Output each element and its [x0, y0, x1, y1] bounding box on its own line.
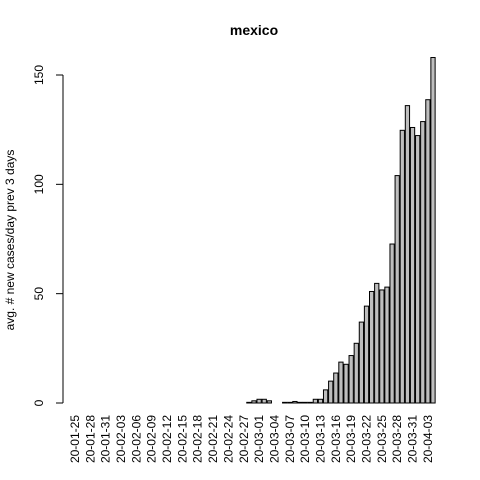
bar: [409, 126, 416, 404]
bar: [333, 372, 339, 404]
bar: [353, 342, 359, 404]
bar: [287, 401, 293, 404]
x-tick-label: 20-03-07: [283, 415, 297, 463]
bar: [430, 57, 436, 404]
y-tick-label: 0: [32, 399, 46, 406]
x-tick-label: 20-02-27: [237, 415, 251, 463]
x-tick-label: 20-03-01: [252, 415, 266, 463]
x-tick-label: 20-03-04: [267, 415, 281, 463]
bar: [266, 400, 272, 404]
bar: [246, 401, 252, 404]
x-tick-label: 20-02-21: [206, 415, 220, 463]
bar: [394, 175, 400, 404]
bar: [389, 243, 395, 404]
x-tick-label: 20-03-25: [375, 415, 389, 463]
x-tick-label: 20-03-31: [406, 415, 420, 463]
bar: [399, 129, 405, 404]
bar: [251, 400, 257, 404]
bar: [343, 363, 349, 404]
x-axis: 20-01-25 20-01-28 20-01-31 20-02-03 20-02-06…: [68, 415, 435, 463]
x-tick-label: 20-01-31: [99, 415, 113, 463]
bar: [322, 389, 329, 404]
x-tick-label: 20-03-19: [344, 415, 358, 463]
x-tick-label: 20-02-24: [221, 415, 235, 463]
bar: [282, 401, 288, 404]
x-tick-label: 20-03-22: [360, 415, 374, 463]
bar: [261, 398, 267, 404]
bar: [379, 289, 385, 404]
bars: [246, 57, 436, 404]
x-tick-label: 20-03-10: [298, 415, 312, 463]
bar: [358, 321, 365, 404]
bar: [420, 121, 426, 404]
bar: [302, 401, 308, 404]
y-axis: 0 50 100 150: [32, 65, 64, 406]
bar: [328, 380, 334, 404]
x-tick-label: 20-03-16: [329, 415, 343, 463]
x-tick-label: 20-04-03: [421, 415, 435, 463]
bar: [307, 401, 313, 404]
bar: [384, 286, 390, 404]
x-tick-label: 20-02-09: [145, 415, 159, 463]
x-tick-label: 20-03-13: [313, 415, 327, 463]
x-tick-label: 20-03-28: [390, 415, 404, 463]
x-tick-label: 20-01-28: [83, 415, 97, 463]
bar: [348, 355, 354, 404]
x-tick-label: 20-01-25: [68, 415, 82, 463]
x-tick-label: 20-02-18: [191, 415, 205, 463]
bar: [317, 398, 324, 404]
y-tick-label: 100: [32, 174, 46, 194]
bar: [338, 361, 344, 404]
bar: [363, 305, 370, 404]
x-tick-label: 20-02-03: [114, 415, 128, 463]
y-axis-label: avg. # new cases/day prev 3 days: [3, 150, 17, 331]
x-tick-label: 20-02-15: [175, 415, 189, 463]
bar: [256, 398, 262, 404]
x-tick-label: 20-02-12: [160, 415, 174, 463]
bar: [312, 398, 318, 404]
bar: [292, 400, 298, 404]
bar: [369, 290, 375, 404]
y-tick-label: 50: [32, 287, 46, 301]
x-tick-label: 20-02-06: [129, 415, 143, 463]
bar: [374, 282, 380, 404]
bar: [297, 401, 303, 404]
bar: [404, 105, 411, 404]
chart-title: mexico: [230, 22, 278, 38]
bar: [415, 135, 421, 404]
bar: [425, 99, 431, 404]
y-tick-label: 150: [32, 65, 46, 85]
